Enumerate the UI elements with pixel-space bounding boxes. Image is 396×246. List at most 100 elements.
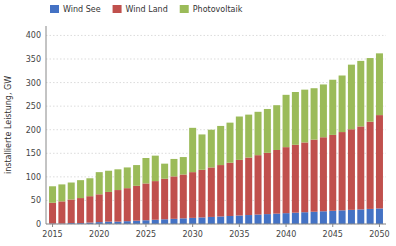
x-tick — [239, 224, 240, 227]
x-tick — [192, 224, 193, 227]
bar-segment — [152, 156, 159, 181]
bar-segment — [367, 58, 374, 122]
x-tick-label: 2035 — [229, 230, 249, 239]
bar-segment — [348, 129, 355, 210]
bar-segment — [58, 201, 65, 223]
chart: 050100150200250300350400installierte Lei… — [0, 0, 396, 246]
bar-segment — [105, 171, 112, 192]
legend-item: Photovoltaik — [180, 5, 243, 14]
legend-label: Wind See — [63, 5, 101, 14]
bar-segment — [245, 215, 252, 224]
bar-segment — [264, 214, 271, 224]
x-tick — [379, 224, 380, 227]
bar-segment — [301, 142, 308, 212]
bar-segment — [142, 158, 149, 183]
bar-segment — [114, 169, 121, 190]
bar-segment — [180, 175, 187, 219]
y-axis-line — [46, 26, 47, 224]
legend-item: Wind Land — [113, 5, 168, 14]
bar-segment — [208, 130, 215, 168]
bar-segment — [329, 135, 336, 211]
bar-segment — [170, 159, 177, 176]
bar-segment — [357, 126, 364, 209]
bar-segment — [320, 137, 327, 211]
bar-segment — [124, 188, 131, 221]
legend-swatch — [50, 5, 59, 13]
bar-segment — [161, 164, 168, 179]
y-tick-label: 400 — [26, 31, 41, 40]
legend-item: Wind See — [50, 5, 101, 14]
bar-segment — [161, 179, 168, 220]
bar-segment — [198, 217, 205, 224]
bar-segment — [152, 220, 159, 224]
x-axis-line — [46, 224, 386, 225]
legend: Wind See Wind Land Photovoltaik — [50, 5, 243, 14]
x-tick-label: 2020 — [89, 230, 109, 239]
bar-segment — [133, 186, 140, 221]
bar-segment — [180, 218, 187, 224]
bar-segment — [255, 215, 262, 224]
y-tick-label: 350 — [26, 55, 41, 64]
bar-segment — [49, 186, 56, 203]
x-tick — [286, 224, 287, 227]
x-tick-label: 2030 — [182, 230, 202, 239]
bar-segment — [58, 184, 65, 201]
bar-segment — [367, 209, 374, 224]
bar-segment — [152, 181, 159, 220]
bar-segment — [208, 167, 215, 217]
bar-segment — [376, 53, 383, 115]
bar-segment — [227, 163, 234, 216]
bars — [49, 53, 383, 224]
bar-segment — [86, 178, 93, 196]
bar-segment — [292, 145, 299, 213]
bar-segment — [170, 219, 177, 224]
y-tick-label: 50 — [31, 196, 41, 205]
bar-segment — [77, 198, 84, 223]
bar-segment — [245, 158, 252, 216]
bar-segment — [255, 155, 262, 214]
bar-segment — [198, 170, 205, 218]
bar-segment — [283, 213, 290, 224]
bar-segment — [142, 183, 149, 220]
y-tick-label: 0 — [36, 220, 41, 229]
bar-segment — [208, 217, 215, 224]
bar-segment — [236, 216, 243, 224]
bar-segment — [161, 219, 168, 224]
x-tick-label: 2015 — [42, 230, 62, 239]
y-tick-label: 250 — [26, 102, 41, 111]
y-tick-label: 300 — [26, 79, 41, 88]
bar-segment — [217, 216, 224, 224]
bar-segment — [68, 183, 75, 200]
bar-segment — [339, 132, 346, 210]
y-tick-label: 200 — [26, 126, 41, 135]
x-tick-label: 2045 — [323, 230, 343, 239]
bar-segment — [198, 134, 205, 169]
x-tick — [99, 224, 100, 227]
bar-segment — [68, 199, 75, 223]
legend-swatch — [113, 5, 122, 13]
bar-segment — [329, 80, 336, 135]
x-tick-label: 2040 — [276, 230, 296, 239]
bar-segment — [348, 65, 355, 130]
y-axis-label: installierte Leistung, GW — [4, 76, 13, 174]
bar-segment — [189, 128, 196, 172]
bar-segment — [264, 109, 271, 153]
x-tick — [332, 224, 333, 227]
bar-segment — [49, 203, 56, 224]
y-tick-label: 150 — [26, 149, 41, 158]
bar-segment — [292, 92, 299, 145]
bar-segment — [86, 196, 93, 222]
bar-segment — [142, 220, 149, 224]
bar-segment — [301, 90, 308, 143]
legend-swatch — [180, 5, 189, 13]
bar-segment — [311, 88, 318, 139]
bar-segment — [96, 194, 103, 222]
bar-segment — [217, 126, 224, 165]
bar-segment — [376, 208, 383, 224]
bar-segment — [320, 84, 327, 137]
bar-segment — [348, 210, 355, 224]
bar-segment — [329, 211, 336, 224]
bar-segment — [320, 211, 327, 224]
bar-segment — [114, 190, 121, 222]
bar-segment — [189, 218, 196, 224]
